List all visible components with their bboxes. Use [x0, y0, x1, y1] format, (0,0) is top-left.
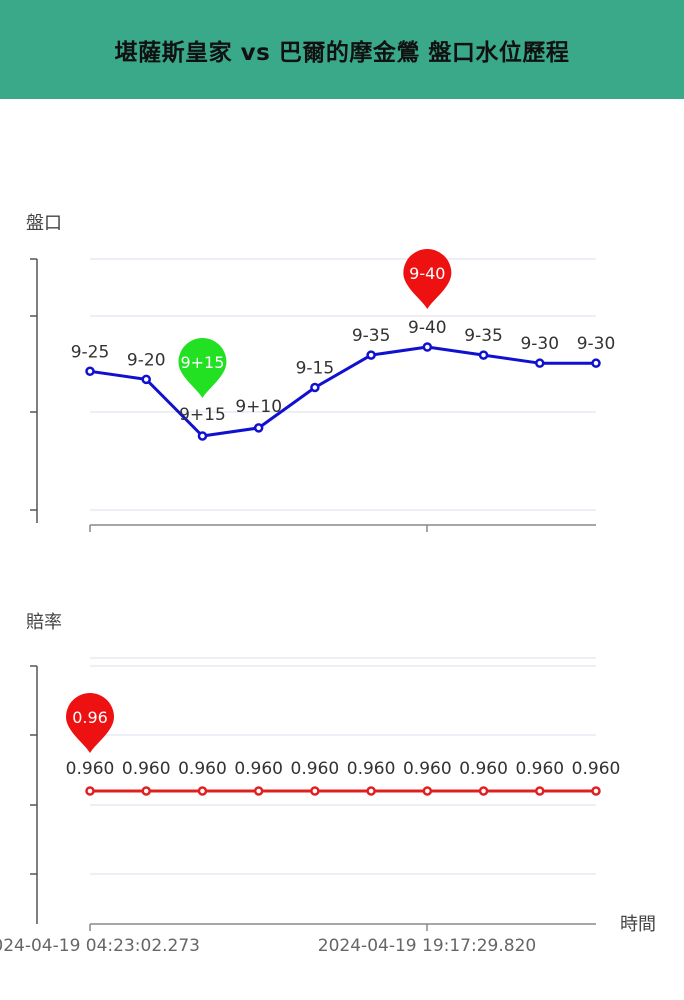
handicap-axis-name: 盤口 [26, 213, 62, 234]
data-point[interactable] [591, 358, 601, 368]
data-point[interactable] [591, 786, 601, 796]
handicap-series-line [89, 345, 596, 438]
header: 堪薩斯皇家 vs 巴爾的摩金鶯 盤口水位歷程 [0, 0, 684, 99]
page-title: 堪薩斯皇家 vs 巴爾的摩金鶯 盤口水位歷程 [114, 39, 570, 66]
data-label: 0.960 [178, 759, 227, 779]
data-point[interactable] [85, 786, 95, 796]
data-label: 0.960 [291, 759, 340, 779]
data-label: 9-40 [408, 318, 447, 338]
odds-axis-name: 賠率 [26, 612, 62, 633]
data-label: 9+15 [179, 405, 226, 425]
odds-points [85, 786, 601, 796]
odds-chart: 賠率 時間 2024-04-19 04:23:02.273 2024-04-19… [0, 612, 656, 956]
data-point[interactable] [197, 786, 208, 796]
data-label: 0.960 [572, 759, 621, 779]
odds-data-labels: 0.960 0.960 0.960 0.960 0.960 0.960 0.960 0.960… [66, 759, 621, 779]
data-point[interactable] [366, 350, 376, 360]
data-label: 9-20 [127, 350, 166, 370]
x-tick-label-start: 2024-04-19 04:23:02.273 [0, 936, 200, 956]
data-point[interactable] [310, 786, 320, 796]
marker-pin-shape [178, 338, 227, 398]
data-label: 0.960 [403, 759, 452, 779]
data-label: 9-15 [296, 358, 335, 378]
data-point[interactable] [197, 431, 208, 441]
marker-pin-label: 9-40 [409, 264, 445, 283]
data-label: 9-25 [71, 342, 110, 362]
marker-pin-shape [403, 249, 452, 309]
data-point[interactable] [310, 382, 320, 393]
x-tick-label-mid: 2024-04-19 19:17:29.820 [318, 936, 536, 956]
data-label: 0.960 [459, 759, 508, 779]
data-point[interactable] [535, 786, 545, 796]
data-point[interactable] [141, 374, 151, 385]
data-label: 9+10 [235, 397, 282, 417]
odds-markers: 0.96 [66, 693, 114, 753]
marker-pin: 0.96 [66, 693, 114, 753]
data-label: 9-35 [352, 326, 391, 346]
time-axis-name: 時間 [620, 914, 656, 935]
marker-pin-label: 9+15 [180, 353, 224, 372]
handicap-points [85, 342, 601, 441]
marker-pin-label: 0.96 [72, 708, 108, 727]
marker-pin: 9+15 [178, 338, 227, 398]
handicap-data-labels: 9-25 9-20 9+15 9+10 9-15 9-35 9-40 9-35 9-30 9-30 [71, 318, 616, 425]
data-point[interactable] [535, 358, 545, 368]
data-label: 0.960 [515, 759, 564, 779]
handicap-markers: 9+15 9-40 [178, 249, 452, 398]
data-point[interactable] [422, 342, 433, 352]
data-point[interactable] [141, 786, 151, 796]
chart-area: 盤口 9-25 9-209+15 9+109-159-35 9-40 9-35 9-30 9… [0, 213, 656, 956]
data-label: 0.960 [234, 759, 283, 779]
data-label: 9-30 [520, 334, 559, 354]
data-point[interactable] [253, 786, 264, 796]
data-point[interactable] [85, 366, 95, 377]
data-label: 9-30 [577, 334, 616, 354]
handicap-chart: 盤口 9-25 9-209+15 9+109-159-35 9-40 9-35 9-30 9… [26, 213, 615, 532]
marker-pin-shape [66, 693, 114, 753]
data-label: 9-35 [464, 326, 503, 346]
data-label: 0.960 [66, 759, 115, 779]
data-label: 0.960 [122, 759, 171, 779]
data-point[interactable] [478, 350, 489, 360]
marker-pin: 9-40 [403, 249, 452, 309]
data-point[interactable] [366, 786, 376, 796]
data-label: 0.960 [347, 759, 396, 779]
data-point[interactable] [422, 786, 433, 796]
data-point[interactable] [478, 786, 489, 796]
data-point[interactable] [253, 423, 264, 433]
